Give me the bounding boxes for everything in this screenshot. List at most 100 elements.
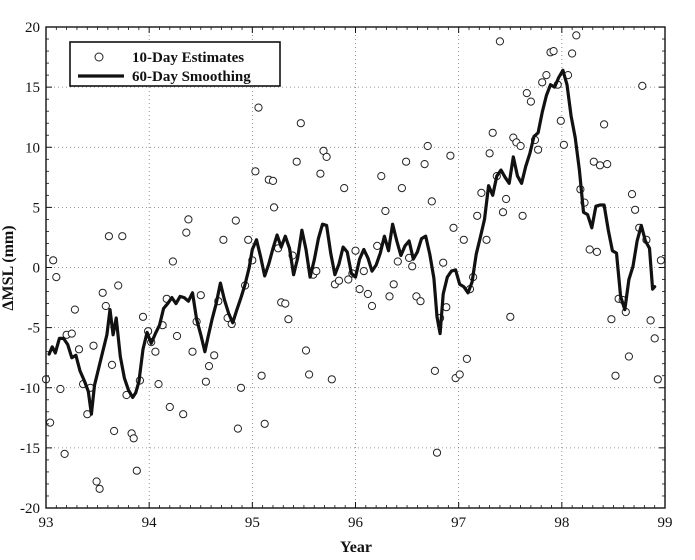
estimate-point [498,208,508,217]
estimate-point [204,362,214,371]
y-tick-label: 0 [33,261,41,277]
x-tick-label: 99 [658,515,673,531]
estimate-point [506,312,515,321]
estimate-point [284,315,293,324]
estimate-point [416,297,425,306]
estimate-point [95,484,104,493]
legend-label-smoothing: 60-Day Smoothing [132,69,251,85]
estimate-point [502,194,511,204]
estimate-point [107,360,117,369]
estimate-point [351,246,360,255]
estimate-point [269,203,279,212]
estimate-point [254,103,263,112]
estimate-point [482,235,491,244]
estimate-point [389,280,398,289]
estimate-point [377,172,386,181]
estimate-point [196,291,205,300]
estimate-point [420,160,429,169]
estimate-point [296,119,305,128]
estimate-point [522,89,531,98]
estimate-point [118,232,127,241]
estimate-point [589,157,598,166]
y-axis-title: ΔMSL (mm) [0,225,17,310]
smoothing-line [47,68,657,416]
estimate-point [165,402,174,412]
plot-frame [45,26,666,509]
estimate-point [236,383,246,392]
estimate-point [89,341,98,350]
estimate-point [408,262,417,271]
estimate-point [184,215,193,224]
estimate-point [104,232,114,241]
estimate-point [292,157,301,166]
estimate-point [188,347,197,356]
estimate-point [542,71,551,80]
estimate-point [600,120,609,129]
estimate-point [233,424,242,433]
estimate-point [114,281,123,290]
estimate-point [101,301,110,311]
estimate-point [355,285,364,294]
estimate-point [74,345,84,354]
estimate-point [219,235,228,244]
estimate-points [41,31,666,493]
estimate-point [129,434,138,443]
x-tick-label: 95 [245,515,260,531]
estimate-point [477,188,486,197]
x-tick-label: 93 [39,515,54,531]
x-tick-label: 98 [554,515,569,531]
estimate-point [381,206,390,216]
legend-circle-icon [94,52,104,62]
estimate-point [455,370,464,379]
grid [46,27,665,508]
estimate-point [363,289,372,299]
estimate-point [627,190,637,199]
estimate-point [393,257,402,266]
estimate-point [518,211,527,220]
estimate-point [67,329,76,338]
estimate-point [432,448,442,457]
estimate-point [538,78,547,87]
estimate-point [322,152,331,161]
estimate-point [60,449,69,458]
smoothing-line-path [47,68,657,416]
estimate-point [446,151,455,160]
estimate-point [488,128,497,137]
x-tick-label: 97 [451,515,467,531]
estimate-point [260,419,269,428]
estimate-point [646,316,655,325]
estimate-point [327,375,336,384]
estimate-point [92,477,101,486]
estimate-point [132,466,141,475]
estimate-point [631,205,640,214]
estimate-point [439,258,448,267]
estimate-point [110,426,119,436]
estimate-point [624,352,634,361]
estimate-point [151,347,160,356]
estimate-point [559,140,569,149]
estimate-point [556,116,565,125]
estimate-point [459,235,468,244]
estimate-point [611,371,620,380]
estimate-point [572,31,581,40]
estimate-point [201,377,210,386]
estimate-point [98,288,107,297]
estimate-point [179,410,188,419]
estimate-point [568,49,577,58]
legend-label-estimates: 10-Day Estimates [132,50,244,66]
x-tick-label: 96 [348,515,364,531]
estimate-point [344,275,353,284]
estimate-point [281,299,290,308]
y-tick-label: -10 [20,381,40,397]
estimate-point [373,241,382,250]
estimate-point [210,351,219,360]
estimate-point [449,223,458,232]
estimate-point [592,247,602,256]
estimate-point [427,197,436,206]
estimate-point [138,312,148,321]
estimate-point [638,81,647,91]
estimate-point [650,334,659,343]
estimate-point [268,176,278,185]
estimate-point [656,256,666,265]
y-tick-label: -5 [28,321,41,337]
